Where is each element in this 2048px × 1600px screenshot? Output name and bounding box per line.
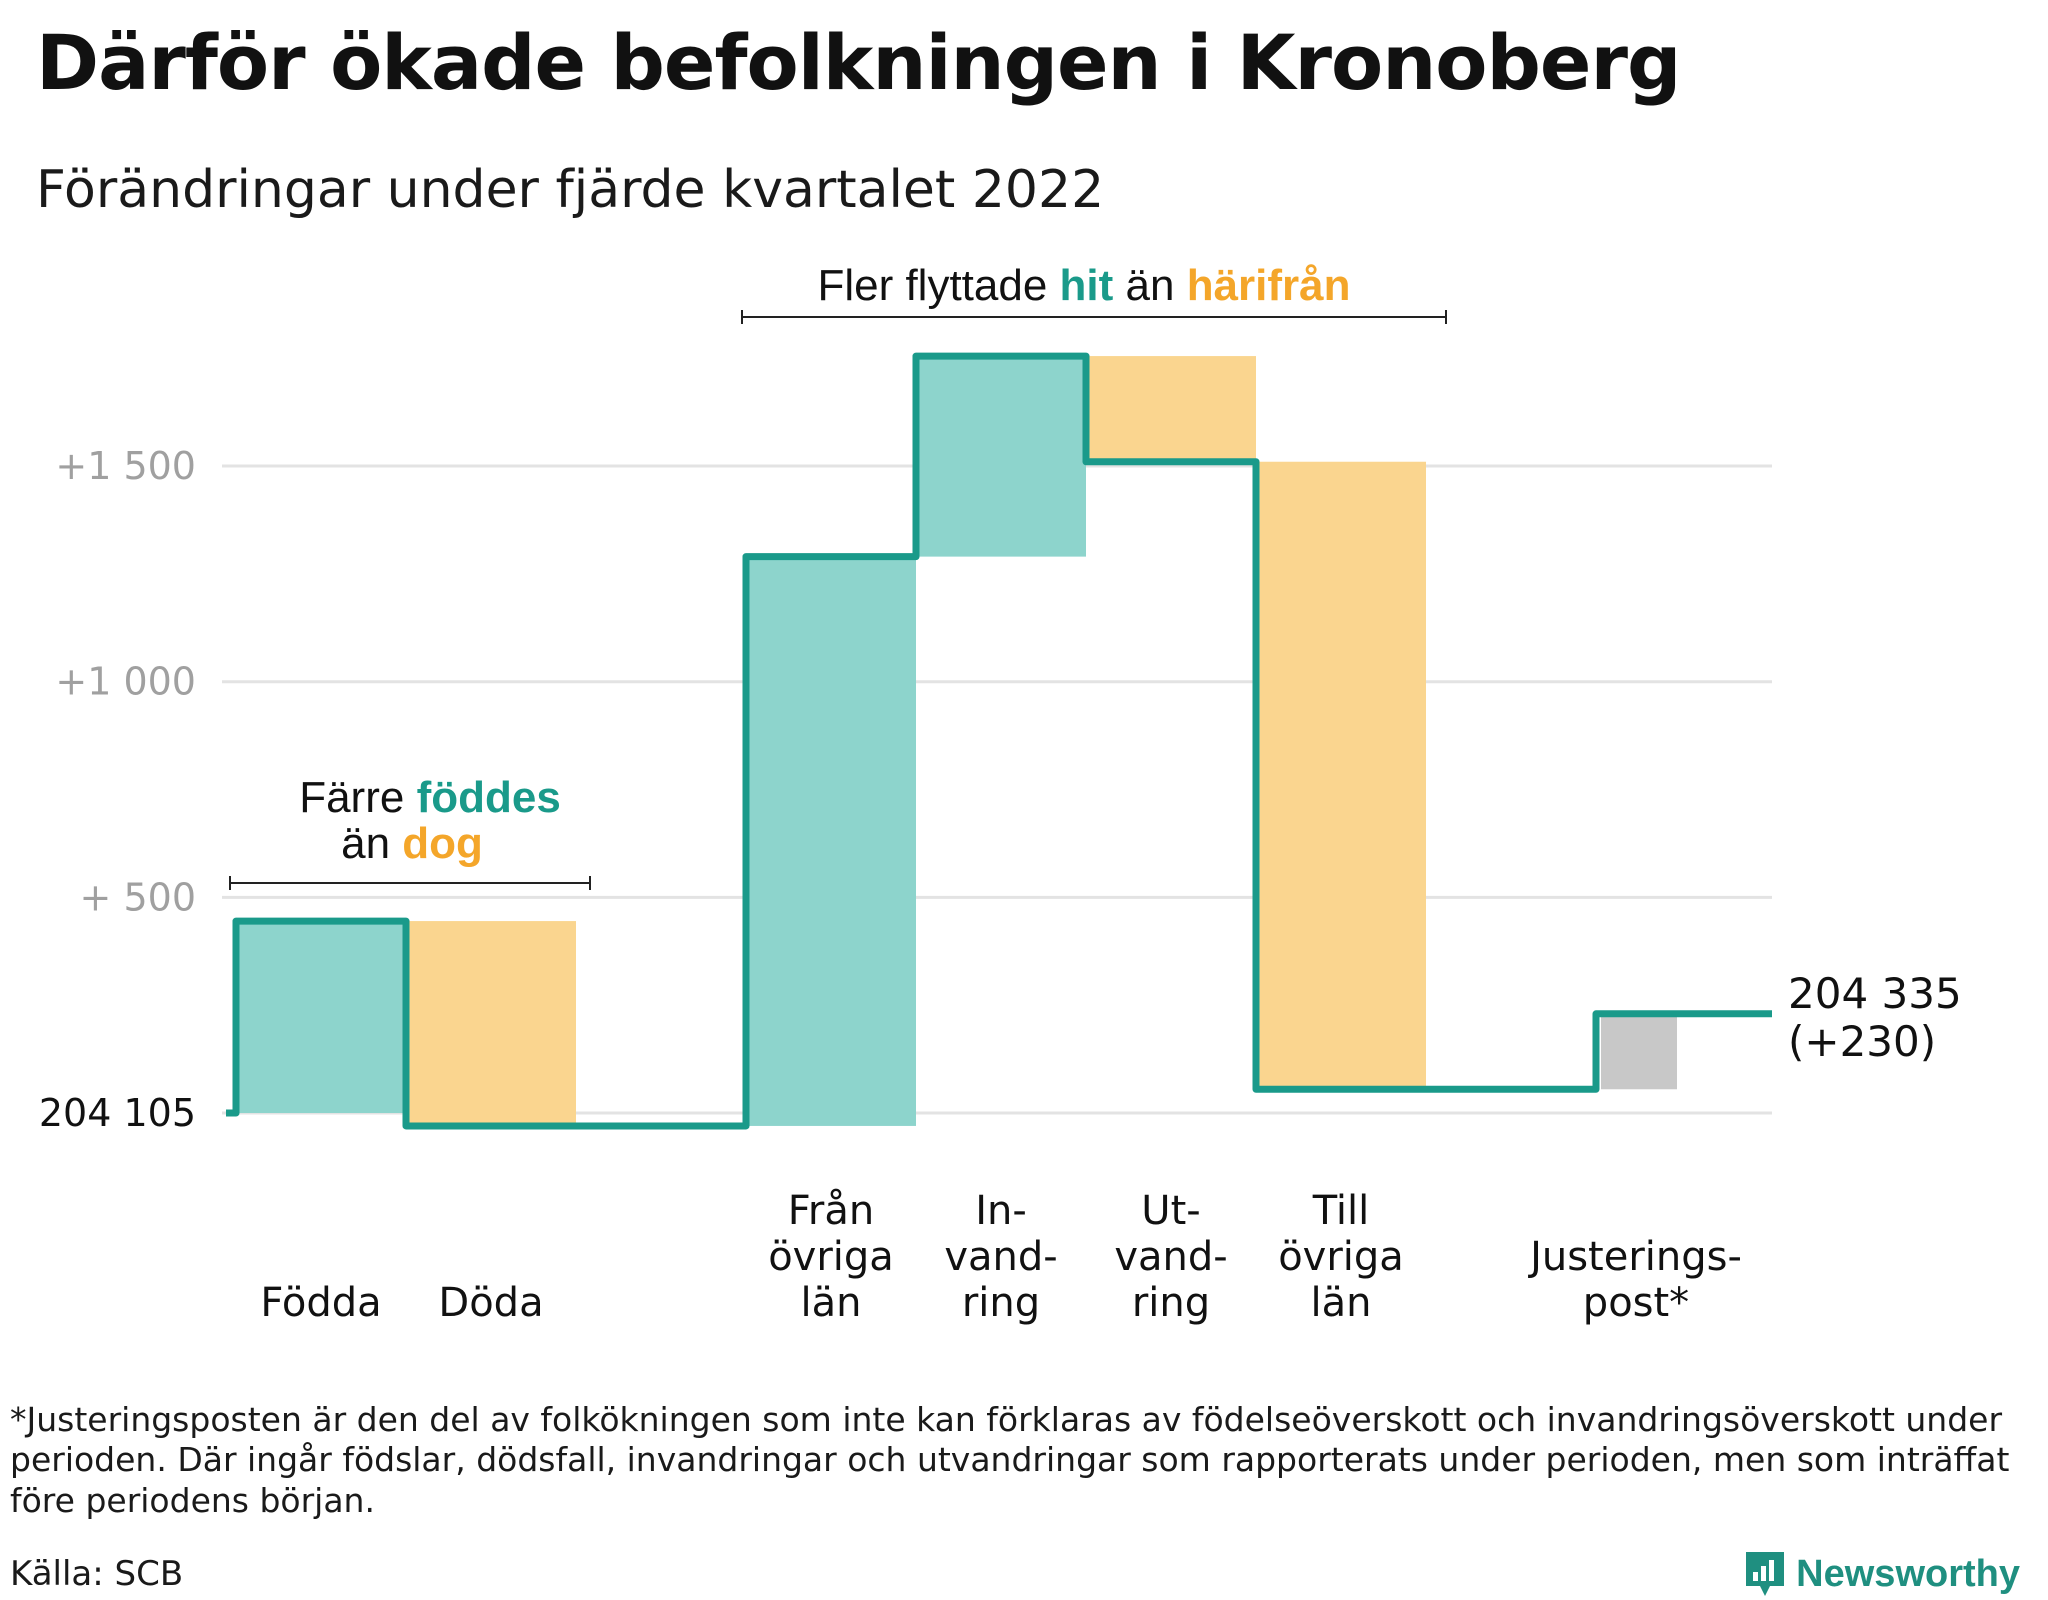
annotation-births-line1: Färre föddes (299, 773, 561, 822)
chart-title: Därför ökade befolkningen i Kronoberg (36, 18, 1681, 107)
category-label-8: Justerings-post* (1527, 1234, 1742, 1326)
bar-5 (1086, 356, 1256, 462)
category-label-4: In-vand-ring (944, 1188, 1057, 1326)
annotation-migration-bracket (741, 310, 1447, 324)
y-axis: 204 105 + 500 +1 000 +1 500 (39, 444, 196, 1135)
annotation-migration: Fler flyttade hit än härifrån (741, 261, 1447, 324)
x-axis-categories: Födda Döda Från övriga län In-vand-ring Ut-van… (260, 1188, 1742, 1326)
annotation-births-line2: än dog (341, 819, 483, 868)
annotation-births-bracket (229, 876, 591, 890)
y-tick-base: 204 105 (39, 1091, 196, 1135)
footnote: *Justeringsposten är den del av folkökni… (10, 1400, 2010, 1520)
bars (236, 356, 1677, 1126)
source-label: Källa: SCB (10, 1554, 184, 1594)
bar-0 (236, 921, 406, 1113)
chart-subtitle: Förändringar under fjärde kvartalet 2022 (36, 160, 1105, 220)
step-line (226, 352, 1772, 1130)
y-tick-label-2: +1 500 (55, 444, 196, 488)
y-tick-label-0: + 500 (80, 875, 196, 919)
step-line-group (226, 352, 1772, 1130)
category-label-6: Till övriga län (1278, 1188, 1404, 1326)
waterfall-chart: 204 105 + 500 +1 000 +1 500 Födda Döda Från öv… (39, 261, 1962, 1326)
annotation-births: Färre föddes än dog (229, 773, 591, 890)
bar-4 (916, 356, 1086, 557)
newsworthy-icon (1746, 1552, 1785, 1596)
category-label-1: Döda (438, 1280, 543, 1326)
bar-6 (1256, 461, 1426, 1090)
brand-name: Newsworthy (1796, 1552, 2020, 1595)
category-label-3: Från övriga län (768, 1188, 894, 1326)
category-label-5: Ut-vand-ring (1114, 1188, 1227, 1326)
brand-logo: Newsworthy (1744, 1550, 2020, 1598)
end-value-label: 204 335 (1788, 969, 1962, 1018)
bar-1 (406, 921, 576, 1126)
annotation-migration-text: Fler flyttade hit än härifrån (817, 261, 1350, 310)
category-label-0: Födda (260, 1280, 381, 1326)
y-tick-label-1: +1 000 (55, 660, 196, 704)
bar-8 (1601, 1013, 1677, 1090)
end-change-label: (+230) (1788, 1017, 1936, 1066)
bar-3 (746, 556, 916, 1126)
